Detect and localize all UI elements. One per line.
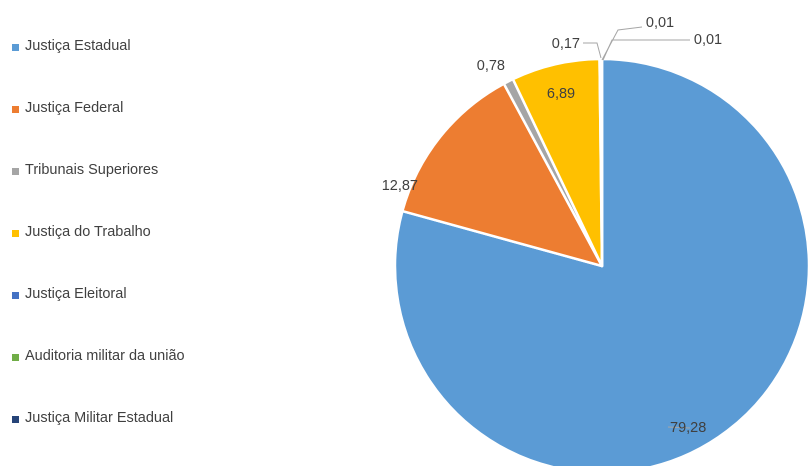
data-label: 0,78 [477,58,505,74]
data-label: 79,28 [670,420,706,436]
data-label: 0,01 [694,32,722,48]
legend-swatch [12,168,19,175]
data-label: 6,89 [547,86,575,102]
legend-swatch [12,106,19,113]
legend-swatch [12,230,19,237]
pie-slice [401,82,604,268]
legend-swatch [12,292,19,299]
legend-label: Justiça Estadual [25,38,131,54]
legend-label: Auditoria militar da união [25,348,185,364]
data-label: 0,01 [646,15,674,31]
legend-label: Justiça Eleitoral [25,286,127,302]
legend-label: Justiça Federal [25,100,124,116]
legend-label: Tribunais Superiores [25,162,159,178]
label-leader-line [667,426,691,429]
legend-swatch [12,416,19,423]
legend-label: Justiça do Trabalho [25,224,151,240]
legend-label: Justiça Militar Estadual [25,410,174,426]
label-leader-line [601,26,643,61]
label-leader-line [583,42,602,59]
label-leader-line [602,39,690,61]
legend-swatch [12,354,19,361]
data-label: 12,87 [382,178,418,194]
data-label: 0,17 [552,36,580,52]
legend-swatch [12,44,19,51]
